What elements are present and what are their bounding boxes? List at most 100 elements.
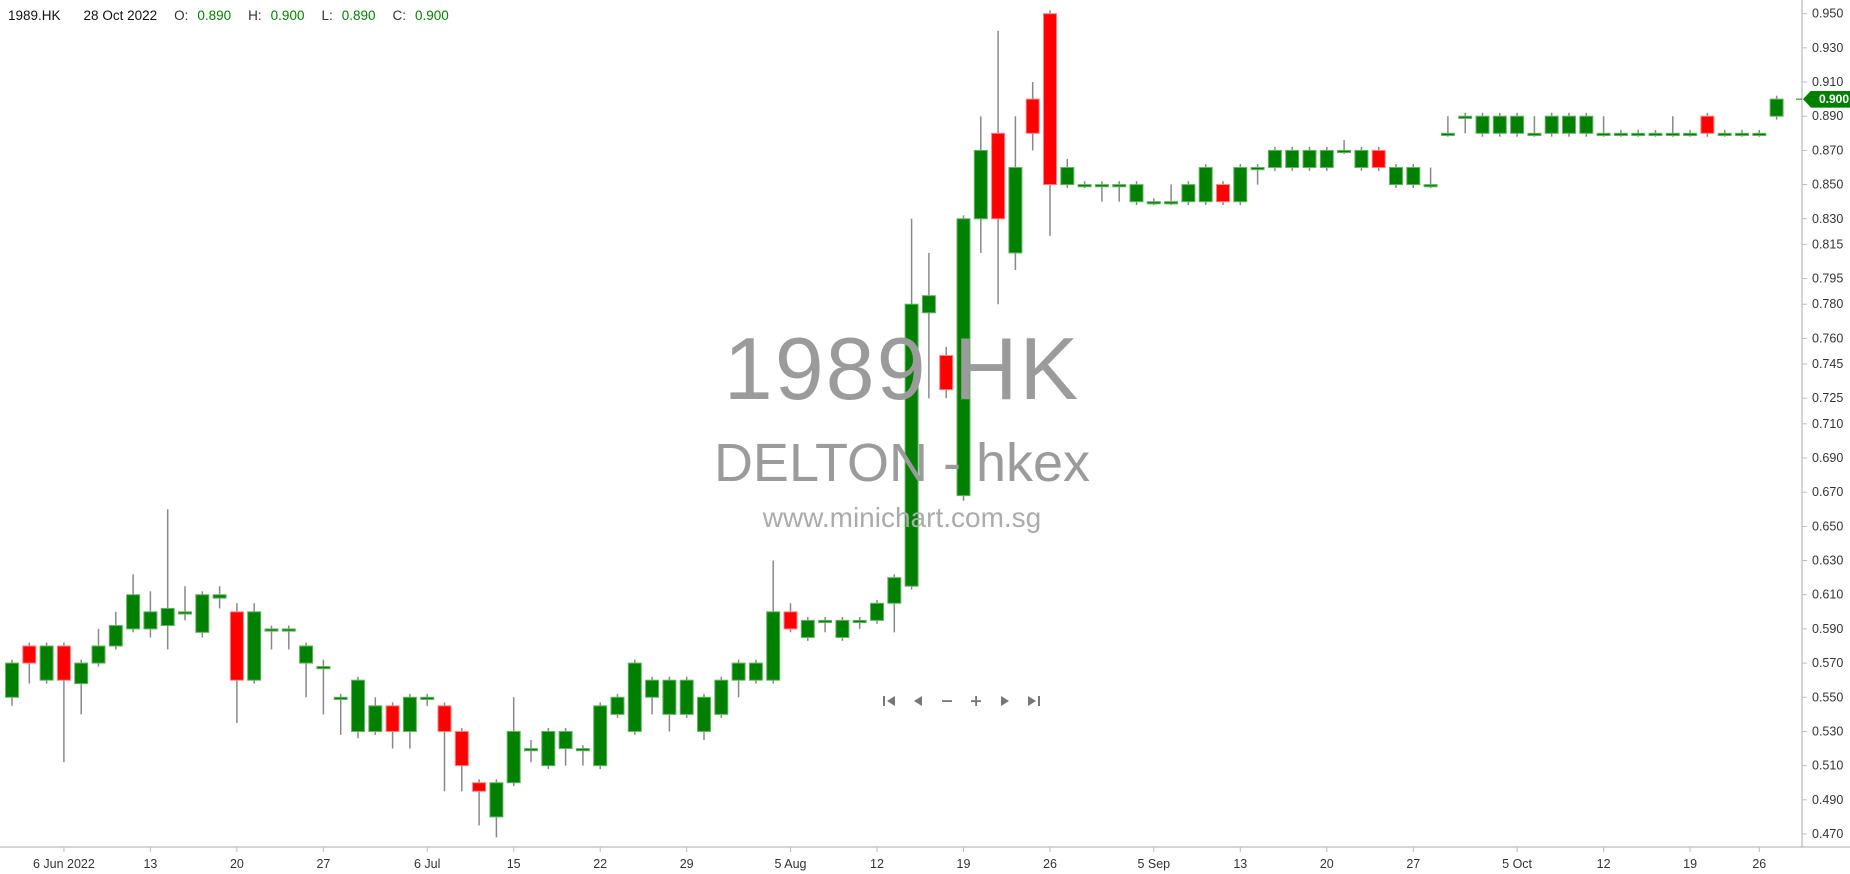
zoom-out-button[interactable]	[938, 692, 956, 710]
candle-body-up	[160, 607, 175, 627]
candle-body-up	[143, 611, 158, 630]
price-tick-label: 0.780	[1812, 297, 1843, 311]
open-value: 0.890	[197, 8, 232, 23]
candle-body-up	[1389, 166, 1403, 186]
candle-body-up	[973, 149, 988, 220]
step-back-button[interactable]	[909, 692, 927, 710]
candle	[783, 603, 798, 633]
candle-body-up	[1129, 184, 1144, 203]
candle	[1440, 116, 1455, 137]
candle	[1198, 164, 1213, 206]
candle-body-up	[1769, 98, 1784, 117]
candle	[973, 116, 988, 253]
candle	[1112, 181, 1127, 202]
candle	[489, 779, 504, 838]
candle	[610, 693, 625, 718]
skip-to-end-button[interactable]	[1025, 692, 1043, 710]
price-tick-label: 0.910	[1812, 75, 1843, 89]
candle	[1579, 112, 1594, 137]
candle	[1164, 184, 1179, 206]
candle	[731, 659, 746, 698]
candle-body-down	[454, 730, 469, 767]
candle	[472, 779, 487, 826]
candle	[1752, 129, 1767, 137]
candle-body-up	[524, 748, 538, 752]
price-tick-label: 0.550	[1812, 690, 1843, 704]
candle	[1181, 181, 1196, 206]
price-tick-label: 0.650	[1812, 519, 1843, 533]
candle-body-up	[766, 611, 781, 681]
candle	[178, 586, 192, 621]
candle	[160, 509, 175, 650]
candle	[1371, 146, 1386, 171]
candle	[1735, 129, 1749, 137]
price-tick-label: 0.850	[1812, 178, 1843, 192]
candle-body-up	[506, 730, 521, 784]
candle-body-up	[1008, 166, 1023, 254]
candle-body-up	[921, 295, 936, 314]
candle	[1458, 112, 1473, 134]
candle	[1613, 129, 1628, 137]
candle	[281, 625, 296, 650]
candle	[524, 740, 538, 763]
candle	[1631, 129, 1646, 137]
date-tick-label: 5 Sep	[1137, 857, 1170, 871]
zoom-out-icon	[940, 694, 954, 708]
candle	[454, 728, 469, 792]
candle	[1389, 164, 1403, 188]
price-tick-label: 0.690	[1812, 451, 1843, 465]
candle-body-down	[1216, 184, 1230, 203]
step-back-icon	[912, 695, 924, 707]
candle-body-up	[1423, 184, 1438, 188]
candle	[385, 702, 400, 749]
candle	[5, 659, 19, 706]
symbol-label: 1989.HK	[8, 8, 61, 23]
candle	[1094, 181, 1109, 202]
candle	[1319, 146, 1334, 171]
candle	[368, 697, 383, 735]
candle-body-up	[126, 594, 141, 630]
price-tick-label: 0.670	[1812, 485, 1843, 499]
skip-to-end-icon	[1027, 695, 1041, 707]
candle	[1544, 112, 1559, 137]
candle-body-up	[541, 730, 556, 767]
price-tick-label: 0.870	[1812, 143, 1843, 157]
candle	[1527, 116, 1542, 137]
candle	[1492, 112, 1507, 137]
candle-body-up	[1198, 166, 1213, 203]
step-forward-button[interactable]	[996, 692, 1014, 710]
price-tick-label: 0.930	[1812, 41, 1843, 55]
skip-to-start-button[interactable]	[880, 692, 898, 710]
candle	[1354, 146, 1369, 171]
candle	[264, 625, 279, 650]
price-tick-label: 0.610	[1812, 588, 1843, 602]
candle-body-up	[800, 619, 815, 638]
candle-body-up	[1665, 132, 1680, 137]
candle	[91, 628, 106, 667]
price-tick-label: 0.590	[1812, 622, 1843, 636]
candle-body-down	[385, 705, 400, 732]
candle	[299, 642, 314, 698]
candle	[662, 676, 677, 732]
candle-body-down	[1043, 13, 1057, 186]
candle	[1648, 129, 1663, 137]
candle	[316, 659, 331, 715]
date-tick-label: 12	[1597, 857, 1611, 871]
candle-body-up	[1354, 149, 1369, 168]
candle	[714, 676, 729, 718]
candle	[991, 30, 1006, 305]
candle-body-up	[1475, 115, 1490, 134]
candle	[904, 218, 919, 590]
candle	[835, 616, 850, 641]
candle	[420, 693, 435, 706]
candle	[1129, 181, 1144, 206]
candle-body-down	[22, 645, 37, 664]
date-tick-label: 12	[870, 857, 884, 871]
zoom-in-button[interactable]	[967, 692, 985, 710]
candle	[645, 676, 660, 715]
high-label: H:	[248, 8, 262, 23]
price-tick-label: 0.570	[1812, 656, 1843, 670]
candle	[1510, 112, 1525, 137]
